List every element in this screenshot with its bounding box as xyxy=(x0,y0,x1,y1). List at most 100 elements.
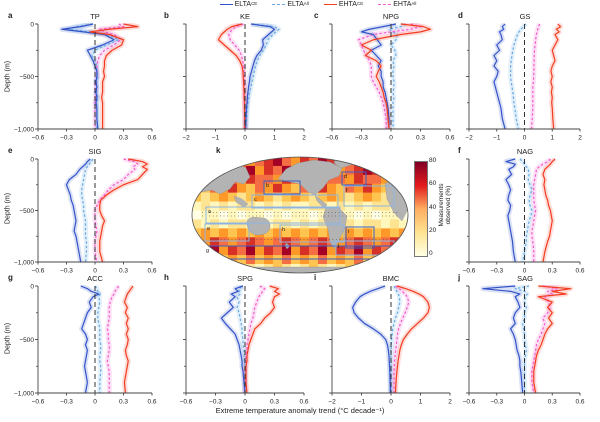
svg-text:0: 0 xyxy=(389,135,393,142)
depth-profile-chart: 0 −500 −1,000 −0.6 −0.3 0 0.3 0.6 xyxy=(14,156,157,275)
svg-text:−500: −500 xyxy=(19,74,34,81)
svg-text:−0.3: −0.3 xyxy=(60,135,73,142)
svg-text:0.6: 0.6 xyxy=(575,268,584,275)
svg-text:e: e xyxy=(207,226,210,232)
svg-text:−1,000: −1,000 xyxy=(14,259,34,266)
svg-text:0: 0 xyxy=(30,283,34,290)
svg-text:0: 0 xyxy=(93,399,97,406)
legend-item-ehta-ce: EHTA CE xyxy=(323,1,364,8)
panel-letter: e xyxy=(8,146,13,155)
panel-title: GS xyxy=(519,12,531,21)
svg-text:−2: −2 xyxy=(328,399,336,406)
svg-text:−2: −2 xyxy=(465,135,473,142)
svg-text:−1: −1 xyxy=(358,399,366,406)
legend-sub: All xyxy=(303,1,309,7)
svg-text:0.3: 0.3 xyxy=(270,399,279,406)
world-map: a b c d e f g h i j xyxy=(191,156,409,274)
svg-text:−0.3: −0.3 xyxy=(355,135,368,142)
panel-title: KE xyxy=(239,12,250,21)
panel-letter: j xyxy=(458,273,461,282)
depth-axis-label: Depth (m) xyxy=(4,60,12,93)
legend-item-ehta-all: EHTA All xyxy=(378,1,416,8)
svg-text:−0.6: −0.6 xyxy=(32,399,45,406)
panel-letter: d xyxy=(458,11,463,20)
colorbar-tick: 0 xyxy=(429,250,433,257)
legend-item-elta-ce: ELTA CE xyxy=(219,1,257,8)
svg-text:2: 2 xyxy=(448,399,452,406)
panel-title: TP xyxy=(90,12,100,21)
svg-text:−500: −500 xyxy=(19,208,34,215)
legend-label: ELTA xyxy=(234,1,252,8)
svg-text:−0.6: −0.6 xyxy=(326,135,339,142)
panel-title: NPG xyxy=(382,12,400,21)
panel-letter: c xyxy=(314,11,319,20)
svg-text:0.3: 0.3 xyxy=(416,135,425,142)
colorbar-tick: 40 xyxy=(429,204,437,211)
svg-text:−1,000: −1,000 xyxy=(14,390,34,397)
svg-text:b: b xyxy=(266,183,269,189)
legend-item-elta-all: ELTA All xyxy=(272,1,309,8)
colorbar xyxy=(414,161,428,257)
svg-text:−2: −2 xyxy=(182,135,190,142)
svg-text:0.6: 0.6 xyxy=(299,399,308,406)
panel-letter: b xyxy=(164,11,169,20)
svg-text:−0.3: −0.3 xyxy=(209,399,222,406)
colorbar-label: Measurements observed (%) xyxy=(438,183,453,227)
svg-text:−0.3: −0.3 xyxy=(60,399,73,406)
panel-letter: h xyxy=(164,273,169,282)
colorbar-tick: 80 xyxy=(429,157,437,164)
svg-text:2: 2 xyxy=(578,135,582,142)
panel-letter: i xyxy=(314,273,317,282)
panel-title: NAG xyxy=(516,147,534,156)
solid-line-icon xyxy=(323,4,337,5)
depth-profile-chart: −0.6 −0.3 0 0.3 0.6 xyxy=(180,285,309,406)
panel-letter: a xyxy=(8,11,13,20)
svg-text:0.6: 0.6 xyxy=(575,399,584,406)
svg-text:1: 1 xyxy=(273,135,277,142)
legend-label: ELTA xyxy=(287,1,304,8)
svg-text:i: i xyxy=(348,229,349,235)
svg-text:−1,000: −1,000 xyxy=(14,126,34,133)
panel-title: ACC xyxy=(87,274,103,283)
depth-profile-chart: 0 −500 −1,000 −0.6 −0.3 0 0.3 0.6 xyxy=(14,283,157,406)
svg-text:0.6: 0.6 xyxy=(445,135,454,142)
svg-text:−0.3: −0.3 xyxy=(60,268,73,275)
svg-text:2: 2 xyxy=(302,135,306,142)
svg-text:1: 1 xyxy=(419,399,423,406)
legend-label: EHTA xyxy=(393,1,412,8)
dashed-line-icon xyxy=(378,4,392,5)
depth-axis-label: Depth (m) xyxy=(4,192,12,225)
panel-letter: k xyxy=(216,146,221,155)
solid-line-icon xyxy=(219,4,233,5)
svg-text:0.3: 0.3 xyxy=(548,268,557,275)
svg-text:f: f xyxy=(346,188,348,194)
svg-text:−500: −500 xyxy=(19,337,34,344)
svg-text:0.3: 0.3 xyxy=(548,399,557,406)
svg-text:0.3: 0.3 xyxy=(119,268,128,275)
svg-text:1: 1 xyxy=(550,135,554,142)
panel-title: SAG xyxy=(517,274,533,283)
legend-sub: CE xyxy=(356,1,364,7)
depth-profile-chart: −0.6 −0.3 0 0.3 0.6 xyxy=(463,158,585,275)
svg-text:0: 0 xyxy=(30,156,34,163)
svg-text:0.6: 0.6 xyxy=(147,135,156,142)
depth-profile-chart: −0.6 −0.3 0 0.3 0.6 xyxy=(326,23,455,142)
svg-text:−0.6: −0.6 xyxy=(463,399,476,406)
svg-text:c: c xyxy=(254,197,257,203)
depth-profile-chart: −0.6 −0.3 0 0.3 0.6 xyxy=(463,285,585,406)
depth-axis-label: Depth (m) xyxy=(4,322,12,355)
svg-text:−0.3: −0.3 xyxy=(490,399,503,406)
panel-title: BMC xyxy=(382,274,400,283)
panel-title: SPG xyxy=(237,274,253,283)
panel-letter: f xyxy=(458,146,461,155)
x-axis-label: Extreme temperature anomaly trend (°C de… xyxy=(215,406,385,415)
svg-text:0: 0 xyxy=(389,399,393,406)
depth-profile-chart: 0 −500 −1,000 −0.6 −0.3 0 0.3 0.6 xyxy=(14,21,157,142)
svg-text:−0.6: −0.6 xyxy=(180,399,193,406)
svg-text:0: 0 xyxy=(523,399,527,406)
svg-text:j: j xyxy=(337,243,339,249)
svg-text:g: g xyxy=(206,248,209,254)
svg-text:0: 0 xyxy=(523,268,527,275)
panel-title: SIG xyxy=(88,147,102,156)
